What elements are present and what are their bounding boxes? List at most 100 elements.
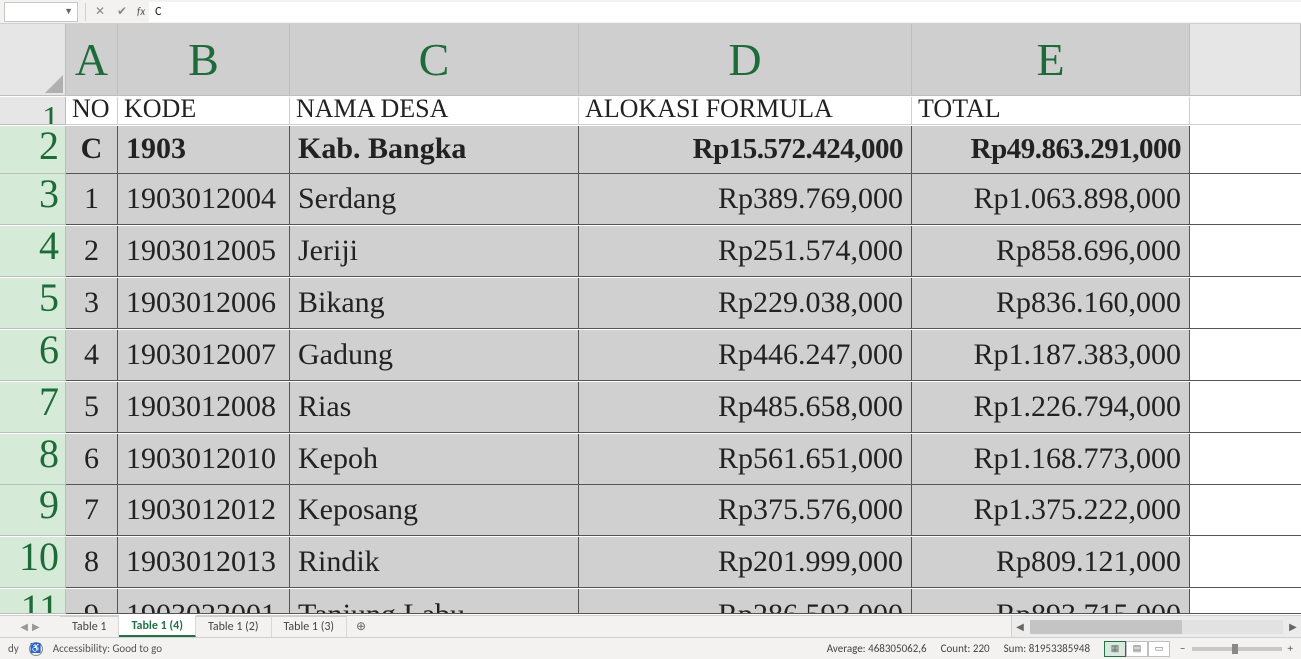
scroll-thumb[interactable] bbox=[1030, 620, 1182, 634]
cell-E11[interactable]: Rp893.715,000 bbox=[912, 589, 1190, 614]
status-accessibility[interactable]: Accessibility: Good to go bbox=[53, 642, 162, 655]
cell-B5[interactable]: 1903012006 bbox=[118, 278, 290, 329]
col-head-A[interactable]: A bbox=[66, 24, 118, 96]
zoom-out-button[interactable]: − bbox=[1180, 642, 1185, 655]
cell-D9[interactable]: Rp375.576,000 bbox=[579, 485, 912, 536]
spreadsheet-grid[interactable]: A B C D E 1 NO KODE NAMA DESA ALOKASI FO… bbox=[0, 24, 1301, 615]
header-kode[interactable]: KODE bbox=[118, 97, 290, 125]
header-nama[interactable]: NAMA DESA bbox=[290, 97, 579, 125]
col-head-F[interactable] bbox=[1190, 24, 1301, 96]
sheet-tab-2[interactable]: Table 1 (2) bbox=[196, 616, 272, 637]
row-head-8[interactable]: 8 bbox=[0, 434, 66, 485]
cell-D2[interactable]: Rp15.572.424,000 bbox=[579, 126, 912, 174]
sheet-tab-0[interactable]: Table 1 bbox=[60, 616, 119, 637]
view-page-break-button[interactable]: ▭ bbox=[1148, 641, 1170, 657]
row-head-4[interactable]: 4 bbox=[0, 226, 66, 277]
formula-input[interactable]: C bbox=[149, 2, 1301, 22]
select-all-corner[interactable] bbox=[0, 24, 66, 96]
header-total[interactable]: TOTAL bbox=[912, 97, 1190, 125]
zoom-thumb[interactable] bbox=[1232, 644, 1238, 654]
cell-B3[interactable]: 1903012004 bbox=[118, 174, 290, 225]
cell-B8[interactable]: 1903012010 bbox=[118, 434, 290, 485]
cell-A2[interactable]: C bbox=[66, 126, 118, 174]
cell-A10[interactable]: 8 bbox=[66, 537, 118, 588]
header-no[interactable]: NO bbox=[66, 97, 118, 125]
cell-C11[interactable]: Tanjung Labu bbox=[290, 589, 579, 614]
cell-D4[interactable]: Rp251.574,000 bbox=[579, 226, 912, 277]
cell-C10[interactable]: Rindik bbox=[290, 537, 579, 588]
tab-prev-icon[interactable]: ◀ bbox=[20, 620, 28, 633]
cell-B9[interactable]: 1903012012 bbox=[118, 485, 290, 536]
row-head-10[interactable]: 10 bbox=[0, 537, 66, 588]
col-head-E[interactable]: E bbox=[912, 24, 1190, 96]
cell-A9[interactable]: 7 bbox=[66, 485, 118, 536]
cell-E10[interactable]: Rp809.121,000 bbox=[912, 537, 1190, 588]
cell-F4[interactable] bbox=[1190, 226, 1301, 277]
row-head-7[interactable]: 7 bbox=[0, 382, 66, 433]
accessibility-icon[interactable]: ♿ bbox=[29, 642, 43, 656]
view-page-layout-button[interactable]: ▤ bbox=[1126, 641, 1148, 657]
header-alokasi[interactable]: ALOKASI FORMULA bbox=[579, 97, 912, 125]
col-head-D[interactable]: D bbox=[579, 24, 912, 96]
cell-C7[interactable]: Rias bbox=[290, 382, 579, 433]
cell-F2[interactable] bbox=[1190, 126, 1301, 174]
row-head-1[interactable]: 1 bbox=[0, 97, 66, 125]
zoom-in-button[interactable]: + bbox=[1288, 642, 1293, 655]
cell-E6[interactable]: Rp1.187.383,000 bbox=[912, 330, 1190, 381]
cell-F10[interactable] bbox=[1190, 537, 1301, 588]
cell-A7[interactable]: 5 bbox=[66, 382, 118, 433]
cell-B6[interactable]: 1903012007 bbox=[118, 330, 290, 381]
scroll-left-icon[interactable]: ◀ bbox=[1012, 620, 1028, 633]
cell-A6[interactable]: 4 bbox=[66, 330, 118, 381]
fx-label[interactable]: fx bbox=[137, 5, 145, 18]
cell-F11[interactable] bbox=[1190, 589, 1301, 614]
cell-C3[interactable]: Serdang bbox=[290, 174, 579, 225]
cell-A3[interactable]: 1 bbox=[66, 174, 118, 225]
row-head-6[interactable]: 6 bbox=[0, 330, 66, 381]
cell-F9[interactable] bbox=[1190, 485, 1301, 536]
tab-next-icon[interactable]: ▶ bbox=[32, 620, 40, 633]
cell-E5[interactable]: Rp836.160,000 bbox=[912, 278, 1190, 329]
cell-B11[interactable]: 1903022001 bbox=[118, 589, 290, 614]
cell-E9[interactable]: Rp1.375.222,000 bbox=[912, 485, 1190, 536]
cell-E4[interactable]: Rp858.696,000 bbox=[912, 226, 1190, 277]
col-head-C[interactable]: C bbox=[290, 24, 579, 96]
row-head-11[interactable]: 11 bbox=[0, 589, 66, 614]
row-head-2[interactable]: 2 bbox=[0, 126, 66, 174]
scroll-track[interactable] bbox=[1030, 620, 1283, 634]
row-head-3[interactable]: 3 bbox=[0, 174, 66, 225]
cell-B2[interactable]: 1903 bbox=[118, 126, 290, 174]
row-head-5[interactable]: 5 bbox=[0, 278, 66, 329]
cell-C9[interactable]: Keposang bbox=[290, 485, 579, 536]
cell-D5[interactable]: Rp229.038,000 bbox=[579, 278, 912, 329]
cell-C8[interactable]: Kepoh bbox=[290, 434, 579, 485]
sheet-tab-3[interactable]: Table 1 (3) bbox=[272, 616, 348, 637]
cell-C6[interactable]: Gadung bbox=[290, 330, 579, 381]
cell-B4[interactable]: 1903012005 bbox=[118, 226, 290, 277]
cell-B7[interactable]: 1903012008 bbox=[118, 382, 290, 433]
cell-D7[interactable]: Rp485.658,000 bbox=[579, 382, 912, 433]
add-sheet-button[interactable]: ⊕ bbox=[347, 616, 375, 637]
cell-D10[interactable]: Rp201.999,000 bbox=[579, 537, 912, 588]
cell-F8[interactable] bbox=[1190, 434, 1301, 485]
col-head-B[interactable]: B bbox=[118, 24, 290, 96]
cell-A11[interactable]: 9 bbox=[66, 589, 118, 614]
cell-D6[interactable]: Rp446.247,000 bbox=[579, 330, 912, 381]
cancel-formula-button[interactable]: ✕ bbox=[89, 4, 111, 19]
cell-A4[interactable]: 2 bbox=[66, 226, 118, 277]
name-box[interactable]: ▼ bbox=[4, 2, 78, 22]
cell-B10[interactable]: 1903012013 bbox=[118, 537, 290, 588]
cell-A8[interactable]: 6 bbox=[66, 434, 118, 485]
cell-E2[interactable]: Rp49.863.291,000 bbox=[912, 126, 1190, 174]
cell-D11[interactable]: Rp286.593,000 bbox=[579, 589, 912, 614]
cell-C2[interactable]: Kab. Bangka bbox=[290, 126, 579, 174]
cell-F6[interactable] bbox=[1190, 330, 1301, 381]
row-head-9[interactable]: 9 bbox=[0, 485, 66, 536]
cell-C5[interactable]: Bikang bbox=[290, 278, 579, 329]
cell-E7[interactable]: Rp1.226.794,000 bbox=[912, 382, 1190, 433]
cell-D8[interactable]: Rp561.651,000 bbox=[579, 434, 912, 485]
sheet-tab-1[interactable]: Table 1 (4) bbox=[119, 615, 195, 637]
zoom-slider[interactable] bbox=[1192, 647, 1282, 651]
cell-F5[interactable] bbox=[1190, 278, 1301, 329]
cell-E8[interactable]: Rp1.168.773,000 bbox=[912, 434, 1190, 485]
